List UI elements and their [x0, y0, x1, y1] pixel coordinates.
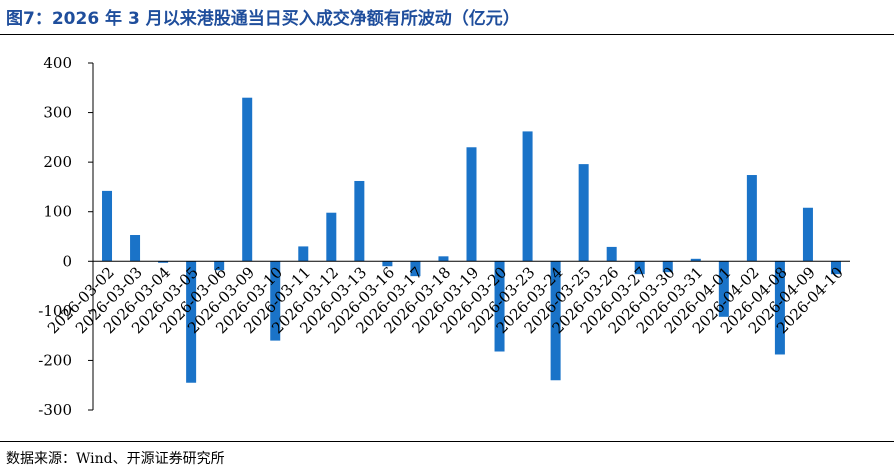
bar [634, 261, 645, 275]
bar [550, 261, 561, 381]
y-tick-label: -100 [38, 302, 72, 320]
bar [522, 131, 533, 262]
bar [774, 261, 785, 355]
y-tick-label: 300 [43, 104, 72, 122]
chart-title: 图7：2026 年 3 月以来港股通当日买入成交净额有所波动（亿元） [6, 9, 520, 29]
bar [354, 180, 365, 262]
bottom-divider [0, 441, 894, 442]
bar [578, 164, 589, 262]
y-tick-label: -300 [38, 401, 72, 419]
bar [746, 175, 757, 262]
bar [326, 212, 337, 262]
bar [438, 256, 449, 262]
bar [298, 246, 309, 262]
y-tick-label: 100 [43, 203, 72, 221]
bar [690, 258, 701, 262]
bar [270, 261, 281, 341]
y-tick-label: 200 [43, 153, 72, 171]
top-divider [0, 34, 894, 35]
bar [718, 261, 729, 317]
y-tick-label: 0 [62, 252, 72, 270]
bar [382, 261, 393, 267]
y-tick-label: 400 [43, 54, 72, 72]
bar [242, 97, 253, 262]
y-tick-label: -200 [38, 351, 72, 369]
bar [662, 261, 673, 273]
bar [606, 246, 617, 262]
bar [186, 261, 197, 383]
bar-chart: -300-200-10001002003004002026-03-022026-… [38, 54, 850, 419]
bar [830, 261, 841, 275]
bar [410, 261, 421, 277]
bar [466, 147, 477, 262]
bar [158, 261, 169, 263]
source-note: 数据来源：Wind、开源证券研究所 [6, 451, 225, 467]
bar [214, 261, 225, 271]
bar [102, 190, 113, 262]
bar [130, 235, 141, 262]
bar [802, 207, 813, 262]
bar [494, 261, 505, 352]
